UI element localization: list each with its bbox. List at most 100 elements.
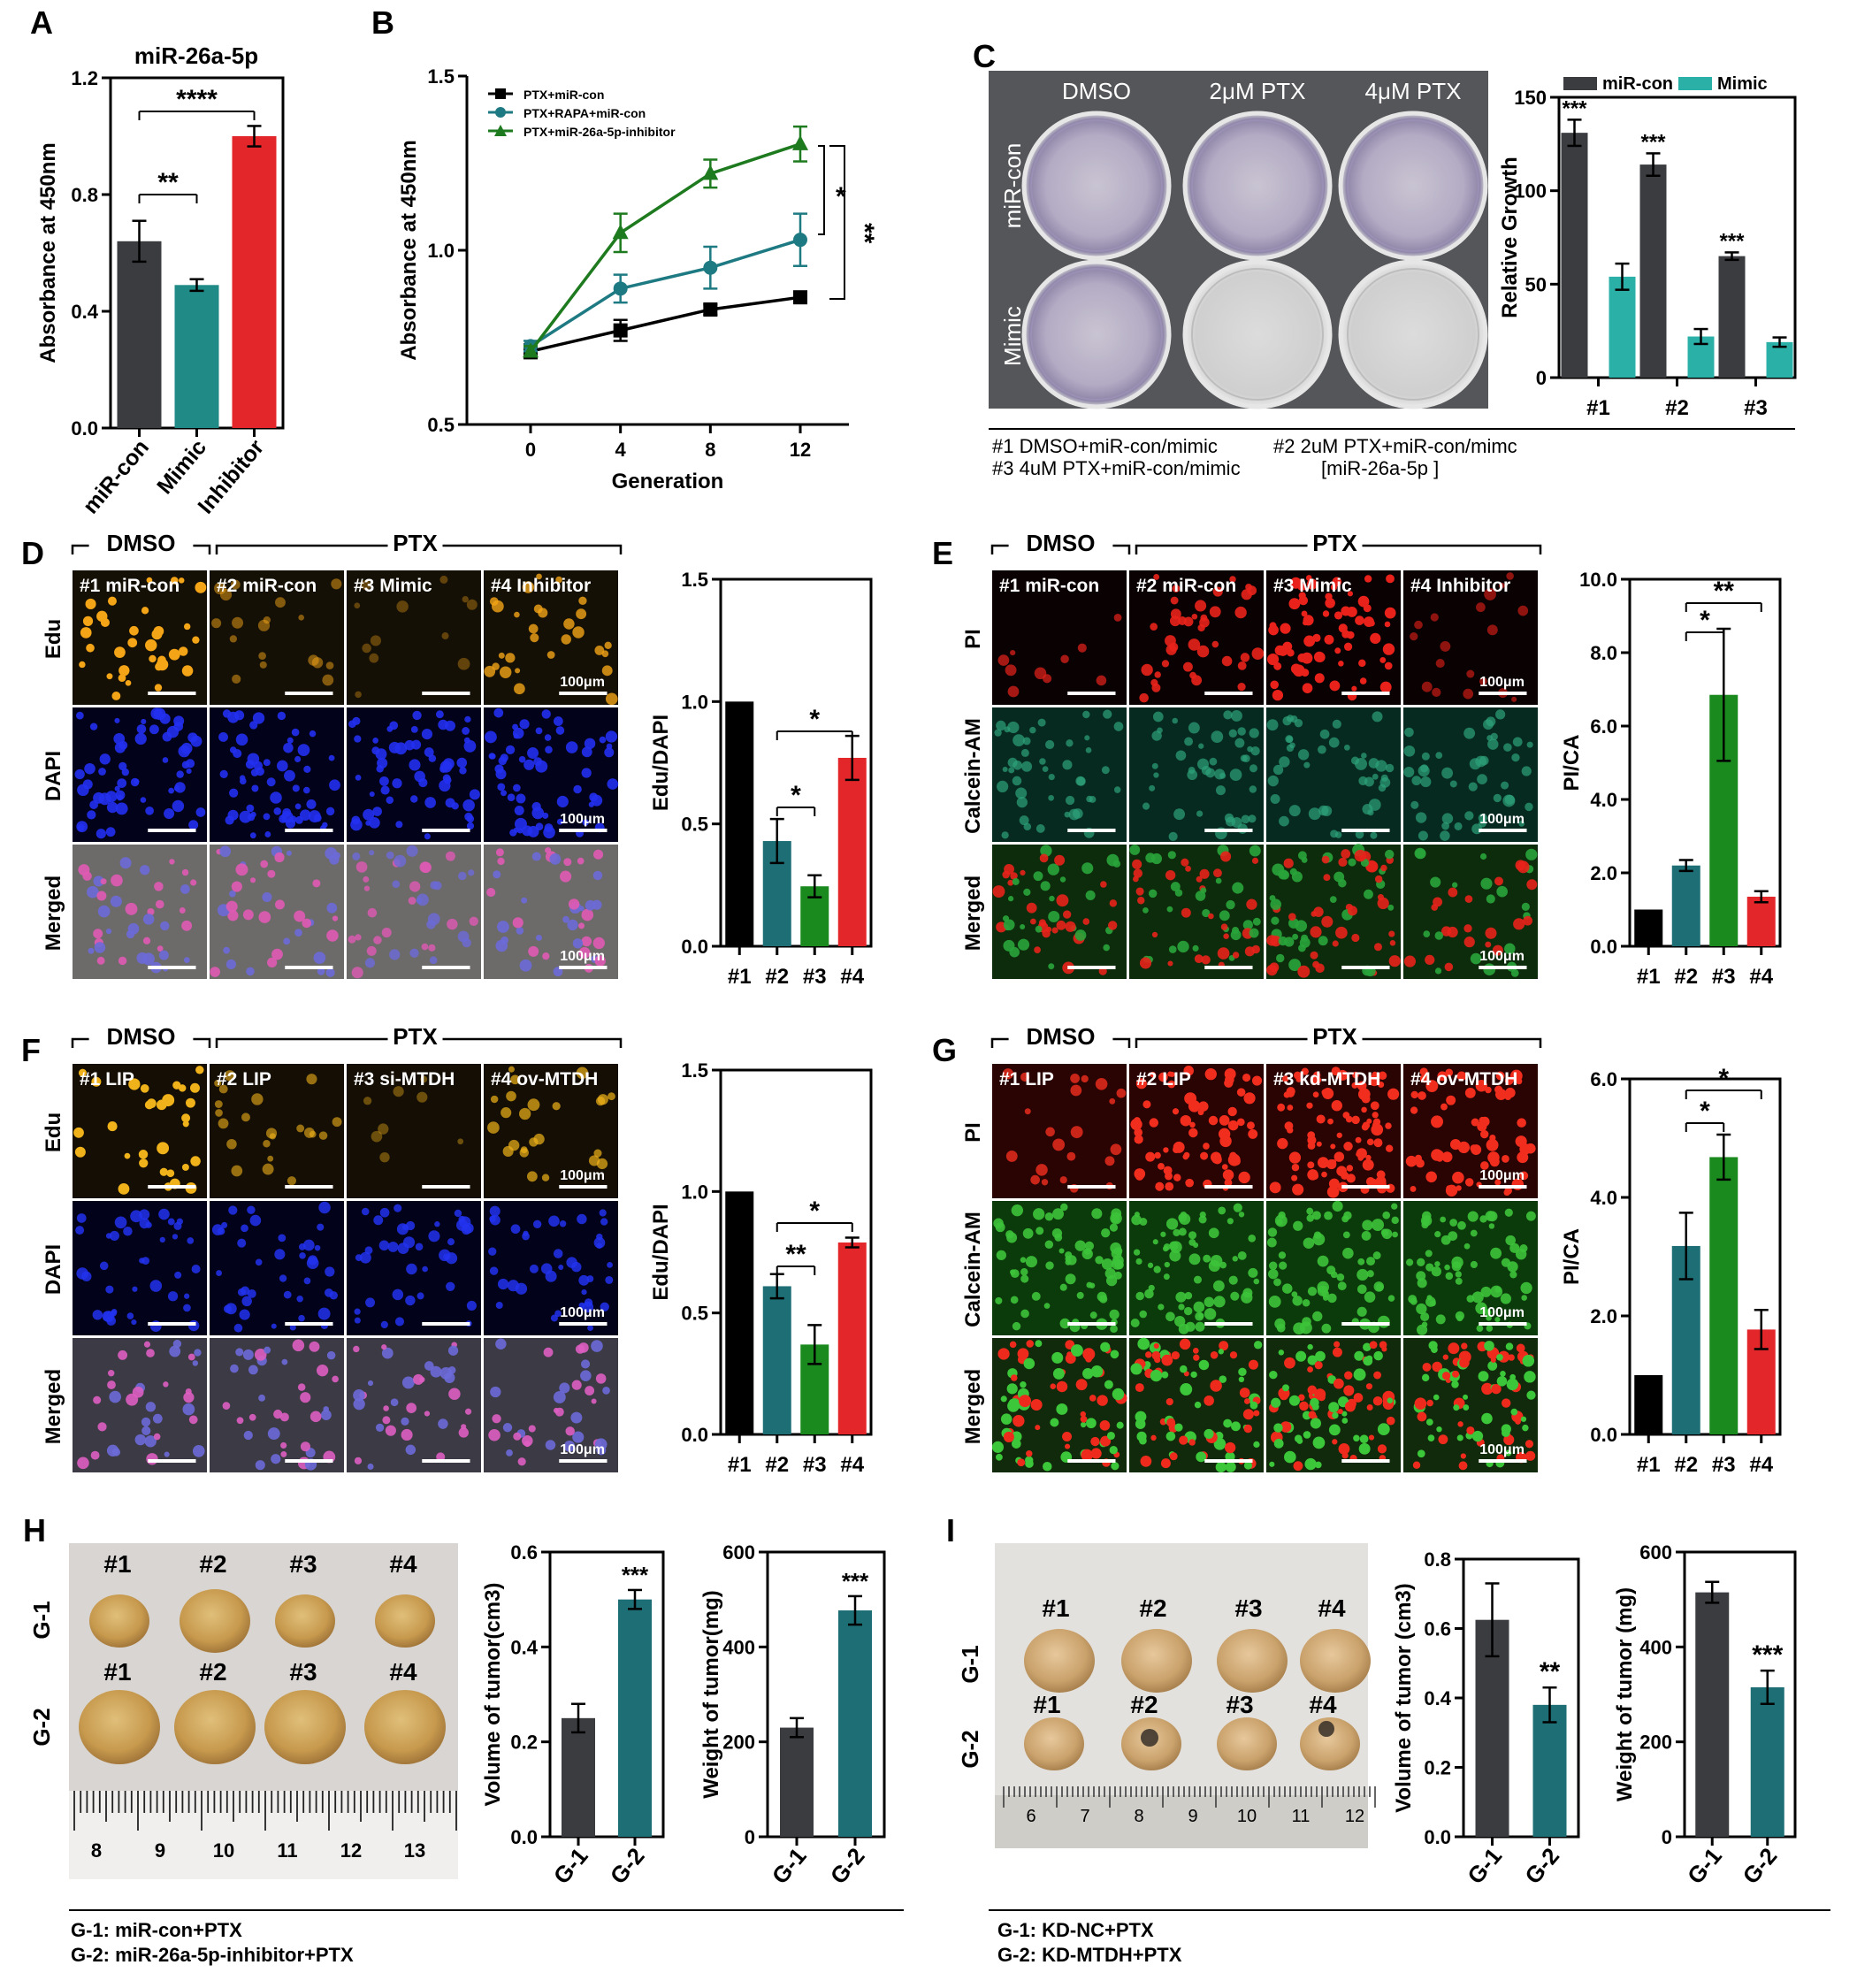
cell-dot <box>514 805 524 815</box>
cell-dot <box>1427 1434 1435 1442</box>
cell-dot <box>1201 955 1211 965</box>
cell-dot <box>1458 1461 1468 1471</box>
cell-dot <box>1130 1363 1142 1375</box>
cell-dot <box>1011 1431 1022 1442</box>
cell-dot <box>1135 1172 1144 1181</box>
significance-label: *** <box>622 1562 649 1588</box>
cell-dot <box>416 898 423 904</box>
cell-dot <box>1100 881 1107 888</box>
cell-dot <box>1173 1143 1182 1152</box>
cell-dot <box>140 1084 149 1093</box>
cell-dot <box>1503 743 1512 752</box>
cell-dot <box>1488 1223 1495 1229</box>
cell-dot <box>1106 853 1120 867</box>
cell-dot <box>997 654 1010 666</box>
cell-dot <box>248 1365 258 1375</box>
cell-dot <box>1219 910 1230 921</box>
cell-dot <box>353 1345 360 1353</box>
cell-dot <box>553 1390 566 1403</box>
cell-dot <box>1236 1088 1246 1097</box>
cell-dot <box>1202 908 1211 918</box>
cell-dot <box>1322 610 1330 617</box>
tumor-label: #3 <box>1226 1691 1253 1718</box>
cell-dot <box>302 1239 315 1251</box>
cell-dot <box>325 967 335 977</box>
cell-dot <box>126 929 135 939</box>
cell-dot <box>456 757 468 768</box>
cell-dot <box>424 797 437 808</box>
cell-dot <box>1410 800 1419 809</box>
cell-dot <box>404 739 416 751</box>
cell-dot <box>1299 1401 1309 1411</box>
cell-dot <box>1089 1311 1097 1319</box>
cell-dot <box>1020 1267 1028 1276</box>
y-tick-label: 2.0 <box>1590 862 1617 884</box>
cell-dot <box>466 1300 477 1311</box>
cell-dot <box>1388 930 1395 937</box>
cell-dot <box>115 802 128 815</box>
cell-dot <box>1421 752 1430 761</box>
cell-dot <box>495 1302 503 1310</box>
cell-dot <box>99 753 111 765</box>
cell-dot <box>1444 1264 1450 1271</box>
cell-dot <box>1204 1067 1217 1081</box>
cell-dot <box>405 1220 416 1231</box>
y-tick-label: 4.0 <box>1590 789 1617 811</box>
cell-dot <box>361 579 371 591</box>
cell-dot <box>1167 1080 1176 1089</box>
cell-dot <box>1484 1309 1492 1316</box>
cell-dot <box>1150 1434 1157 1441</box>
row-label: G-1 <box>957 1645 983 1683</box>
data-point <box>793 290 807 305</box>
cell-dot <box>387 1241 399 1252</box>
bar <box>1695 1592 1730 1837</box>
cell-dot <box>1420 1311 1430 1322</box>
cell-dot <box>1179 1338 1191 1350</box>
significance-label: * <box>791 781 801 810</box>
y-tick-label: 0.6 <box>1424 1618 1451 1640</box>
cell-dot <box>1013 734 1025 747</box>
cell-dot <box>1525 1450 1536 1461</box>
cell-dot <box>394 1317 404 1327</box>
cell-dot <box>1423 930 1431 937</box>
cell-dot <box>249 877 256 883</box>
cell-dot <box>1310 1397 1319 1408</box>
cell-dot <box>311 657 324 669</box>
bar <box>1766 341 1793 378</box>
cell-dot <box>1506 572 1514 580</box>
cell-dot <box>241 1113 250 1122</box>
group-label: DMSO <box>1027 530 1096 556</box>
cell-dot <box>1020 1380 1027 1388</box>
cell-dot <box>355 691 362 699</box>
y-tick-label: 10.0 <box>1579 569 1617 591</box>
cell-dot <box>591 1398 597 1404</box>
cell-dot <box>191 1264 201 1273</box>
cell-dot <box>1416 1324 1428 1335</box>
cell-dot <box>84 762 96 775</box>
cell-dot <box>543 1347 554 1357</box>
cell-dot <box>109 1390 121 1403</box>
y-tick-label: 200 <box>722 1732 755 1754</box>
cell-dot <box>413 1373 424 1385</box>
cell-dot <box>1286 736 1294 743</box>
cell-dot <box>1328 1424 1341 1436</box>
footnote: G-1: miR-con+PTX <box>71 1919 242 1941</box>
cell-dot <box>1293 1461 1303 1472</box>
cell-dot <box>192 636 200 644</box>
cell-dot <box>529 1137 539 1147</box>
cell-dot <box>169 859 175 865</box>
cell-dot <box>1227 1106 1237 1117</box>
cell-dot <box>428 754 437 762</box>
row-label: Edu <box>42 1113 65 1152</box>
cell-dot <box>124 1152 131 1159</box>
y-tick-label: 0.8 <box>71 184 98 206</box>
cell-dot <box>424 1411 431 1417</box>
cell-dot <box>154 684 163 692</box>
cell-dot <box>581 768 592 778</box>
cell-dot <box>1509 1271 1517 1279</box>
cell-dot <box>210 967 220 977</box>
cell-dot <box>1364 889 1373 899</box>
cell-dot <box>1170 616 1181 627</box>
cell-dot <box>1006 1383 1018 1395</box>
cell-dot <box>993 1218 1004 1229</box>
